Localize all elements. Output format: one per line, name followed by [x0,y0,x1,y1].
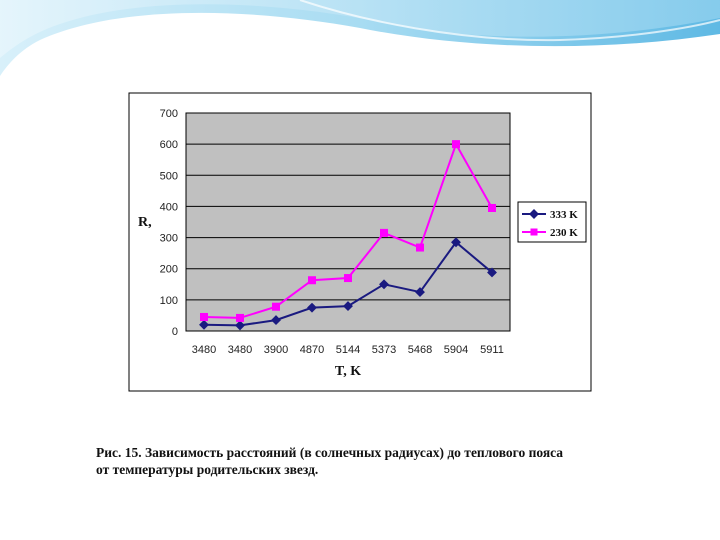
data-point [200,312,208,321]
legend-box [517,201,587,243]
legend-marker-333k [529,209,539,219]
data-point [199,319,209,330]
x-tick-label: 5144 [336,344,360,356]
x-tick-label: 4870 [300,344,324,356]
data-point [272,302,280,311]
y-tick-label: 600 [160,139,178,151]
x-tick-label: 3900 [264,344,288,356]
y-tick-labels: 0 100 200 300 400 500 600 700 [160,108,178,338]
data-point [452,140,460,149]
x-tick-label: 5911 [480,344,504,356]
y-tick-label: 400 [160,201,178,213]
data-point [236,313,244,322]
data-point [415,287,425,298]
data-point [307,302,317,313]
data-point [487,267,497,278]
caption-line-1: Рис. 15. Зависимость расстояний (в солне… [96,445,564,460]
x-tick-label: 3480 [192,344,216,356]
y-axis-title: R, [138,215,152,230]
x-tick-label: 3480 [228,344,252,356]
x-axis-title: T, K [335,364,361,379]
decorative-banner [0,0,720,76]
data-point [380,228,388,237]
data-point [235,320,245,331]
legend-label-333k: 333 K [550,209,578,221]
x-tick-label: 5373 [372,344,396,356]
data-point [379,279,389,290]
data-point [451,237,461,248]
y-tick-label: 500 [160,170,178,182]
data-point [488,203,496,212]
x-tick-label: 5904 [444,344,468,356]
y-tick-label: 200 [160,264,178,276]
figure-caption: Рис. 15. Зависимость расстояний (в солне… [96,444,616,478]
x-tick-label: 5468 [408,344,432,356]
legend: 333 K 230 K [517,201,587,243]
caption-line-2: от температуры родительских звезд. [96,462,319,477]
legend-label-230k: 230 K [550,227,578,239]
y-tick-label: 0 [172,326,178,338]
data-point [308,276,316,285]
y-tick-label: 100 [160,295,178,307]
series-markers [199,140,497,331]
legend-marker-230k [530,228,538,236]
data-point [344,274,352,283]
data-point [343,301,353,312]
data-point [416,243,424,252]
plot-area [185,112,511,332]
data-point [271,315,281,326]
y-tick-label: 300 [160,233,178,245]
x-tick-labels: 3480 3480 3900 4870 5144 5373 5468 5904 5911 [192,344,504,356]
y-tick-label: 700 [160,108,178,120]
